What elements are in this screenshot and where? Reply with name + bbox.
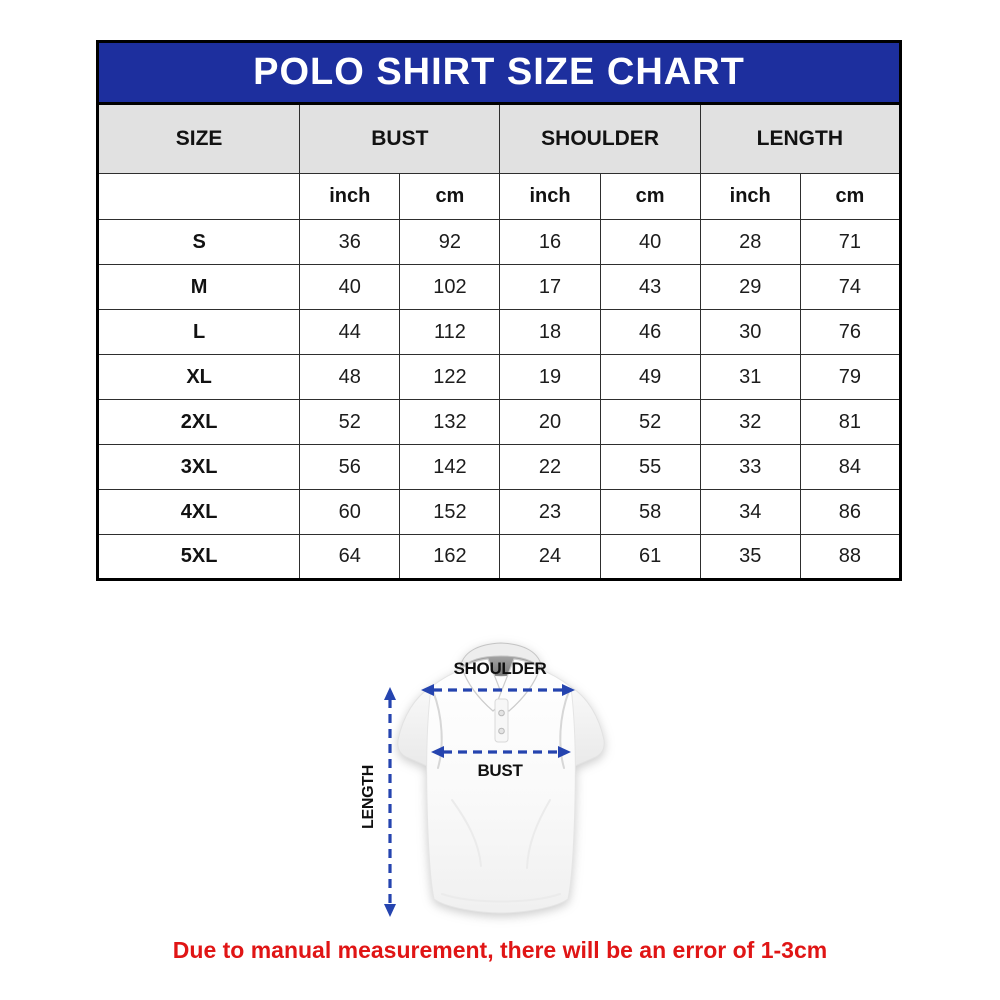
measurement-value: 19 [499,354,601,400]
size-label: M [96,264,301,310]
unit-label-shoulder-cm: cm [599,173,701,220]
unit-spacer [96,173,301,220]
measurement-value: 30 [699,309,801,355]
unit-row: inch cm inch cm inch cm [96,173,902,220]
shoulder-diagram-label: SHOULDER [454,659,547,678]
measurement-value: 31 [699,354,801,400]
measurement-value: 24 [499,534,601,580]
button-bottom [498,727,505,735]
unit-label-length-cm: cm [799,173,902,220]
measurement-value: 20 [499,399,601,445]
measurement-value: 84 [799,444,902,490]
table-row: 4XL 60 152 23 58 34 86 [96,489,902,535]
size-label: S [96,219,301,265]
measurement-value: 74 [799,264,902,310]
table-row: S 36 92 16 40 28 71 [96,219,902,265]
measurement-value: 56 [299,444,401,490]
measurement-value: 36 [299,219,401,265]
measurement-value: 64 [299,534,401,580]
measurement-value: 52 [299,399,401,445]
column-header-length: LENGTH [699,103,902,174]
column-header-shoulder: SHOULDER [499,103,701,174]
measurement-value: 71 [799,219,902,265]
measurement-value: 40 [599,219,701,265]
measurement-value: 49 [599,354,701,400]
wrinkle-left [451,799,482,867]
measurement-value: 44 [299,309,401,355]
collar-back-band [459,642,543,671]
measurement-value: 60 [299,489,401,535]
wrinkle-right [526,799,551,869]
measurement-value: 23 [499,489,601,535]
measurement-value: 22 [499,444,601,490]
measurement-disclaimer: Due to manual measurement, there will be… [172,937,828,963]
length-arrow [384,687,396,917]
measurement-value: 79 [799,354,902,400]
polo-shirt-illustration [397,642,605,914]
measurement-value: 162 [399,534,501,580]
table-row: 2XL 52 132 20 52 32 81 [96,399,902,445]
measurement-value: 152 [399,489,501,535]
unit-label-shoulder-inch: inch [499,173,601,220]
measurement-value: 86 [799,489,902,535]
size-label: 3XL [96,444,301,490]
size-label: XL [96,354,301,400]
measurement-value: 17 [499,264,601,310]
measurement-value: 28 [699,219,801,265]
right-armhole-seam [559,690,570,769]
table-row: 3XL 56 142 22 55 33 84 [96,444,902,490]
bust-arrow [431,746,571,758]
button-top [498,709,505,717]
unit-label-bust-inch: inch [299,173,401,220]
table-row: 5XL 64 162 24 61 35 88 [96,534,902,580]
measurement-value: 40 [299,264,401,310]
measurement-value: 142 [399,444,501,490]
measurement-value: 61 [599,534,701,580]
measurement-value: 33 [699,444,801,490]
button-placket [494,698,509,743]
column-header-bust: BUST [299,103,501,174]
measurement-value: 52 [599,399,701,445]
measurement-value: 81 [799,399,902,445]
measurement-diagram: SHOULDER BUST LENGTH [360,642,605,917]
measurement-value: 112 [399,309,501,355]
measurement-value: 92 [399,219,501,265]
size-label: L [96,309,301,355]
measurement-value: 34 [699,489,801,535]
measurement-value: 35 [699,534,801,580]
measurement-value: 76 [799,309,902,355]
column-header-row: SIZE BUST SHOULDER LENGTH [96,103,902,174]
left-armhole-seam [432,690,443,769]
shoulder-arrow [421,684,575,696]
measurement-value: 18 [499,309,601,355]
measurement-value: 16 [499,219,601,265]
unit-label-length-inch: inch [699,173,801,220]
measurement-value: 58 [599,489,701,535]
title-row: POLO SHIRT SIZE CHART [96,40,902,105]
length-diagram-label: LENGTH [360,765,377,829]
size-chart-table: POLO SHIRT SIZE CHART SIZE BUST SHOULDER… [96,40,902,581]
measurement-value: 102 [399,264,501,310]
size-label: 4XL [96,489,301,535]
measurement-value: 88 [799,534,902,580]
measurement-value: 32 [699,399,801,445]
measurement-value: 55 [599,444,701,490]
measurement-value: 43 [599,264,701,310]
measurement-value: 48 [299,354,401,400]
measurement-value: 46 [599,309,701,355]
measurement-value: 122 [399,354,501,400]
measurement-value: 29 [699,264,801,310]
chart-title: POLO SHIRT SIZE CHART [96,40,902,105]
table-row: L 44 112 18 46 30 76 [96,309,902,355]
table-row: XL 48 122 19 49 31 79 [96,354,902,400]
hem-shading [441,893,561,903]
unit-label-bust-cm: cm [399,173,501,220]
size-label: 2XL [96,399,301,445]
size-label: 5XL [96,534,301,580]
bust-diagram-label: BUST [477,761,523,780]
measurement-value: 132 [399,399,501,445]
column-header-size: SIZE [96,103,301,174]
table-row: M 40 102 17 43 29 74 [96,264,902,310]
